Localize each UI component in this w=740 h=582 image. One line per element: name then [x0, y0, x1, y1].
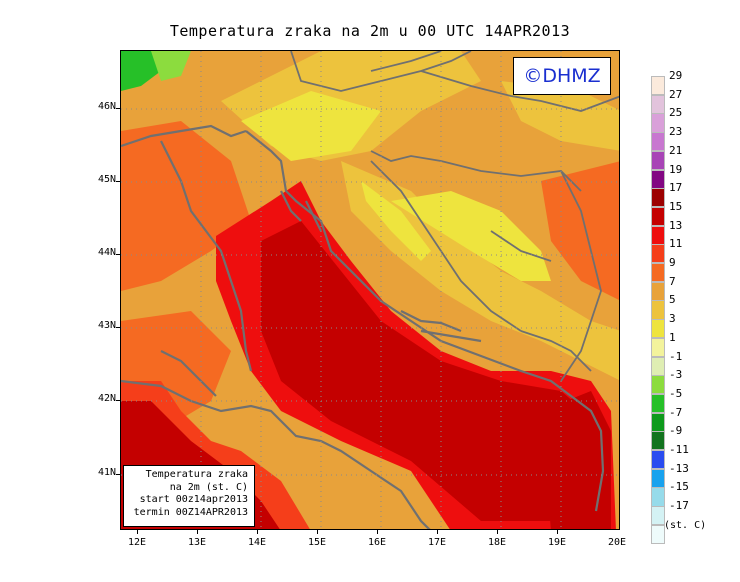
lon-label-19e: 19E [547, 537, 567, 548]
legend-swatch [651, 169, 665, 189]
lat-tick [116, 474, 120, 475]
legend-label: 29 [669, 69, 683, 82]
legend-swatch [651, 263, 665, 283]
lat-tick [116, 254, 120, 255]
legend-label: 17 [669, 181, 683, 195]
lat-label-44n: 44N [97, 247, 116, 258]
lat-label-42n: 42N [97, 393, 116, 404]
legend-swatch [651, 319, 665, 339]
legend-swatch [651, 506, 665, 526]
legend-label: 19 [669, 162, 683, 176]
lon-label-15e: 15E [307, 537, 327, 548]
lon-tick [437, 530, 438, 534]
legend-swatch [651, 393, 665, 414]
legend-label: 1 [669, 330, 676, 344]
info-line-2: na 2m (st. C) [169, 481, 248, 493]
lat-tick [116, 400, 120, 401]
lon-label-17e: 17E [427, 537, 447, 548]
lon-label-16e: 16E [367, 537, 387, 548]
lat-tick [116, 181, 120, 182]
legend-swatch [651, 188, 665, 208]
legend-label: 9 [669, 256, 676, 269]
legend-label: 13 [669, 218, 683, 232]
lon-tick [497, 530, 498, 534]
legend-label: -9 [669, 424, 683, 438]
lon-tick [557, 530, 558, 534]
legend-swatch [651, 76, 665, 96]
legend-swatch [651, 356, 665, 376]
legend-swatch [651, 431, 665, 451]
legend-swatch [651, 375, 665, 395]
temperature-map[interactable]: ©DHMZ Temperatura zraka na 2m (st. C) st… [120, 50, 620, 530]
legend-swatch [651, 281, 665, 301]
legend-swatch [651, 132, 665, 152]
legend-label: 27 [669, 87, 683, 101]
legend-label: 25 [669, 106, 683, 120]
lon-tick [257, 530, 258, 534]
legend-unit: (st. C) [664, 520, 707, 531]
lon-label-20e: 20E [607, 537, 627, 548]
legend-swatch [651, 450, 665, 470]
info-line-1: Temperatura zraka [145, 469, 248, 480]
lat-tick [116, 327, 120, 328]
legend-label: 21 [669, 143, 683, 157]
legend-label: 7 [669, 274, 676, 288]
legend-label: -13 [669, 461, 689, 475]
lat-label-45n: 45N [97, 174, 116, 185]
info-box: Temperatura zraka na 2m (st. C) start 00… [123, 465, 255, 527]
lon-label-14e: 14E [247, 537, 267, 548]
legend-swatch [651, 244, 665, 264]
info-line-4: termin 00Z14APR2013 [133, 506, 248, 518]
legend-swatch [651, 412, 665, 432]
legend-swatch [651, 94, 665, 114]
legend-label: 3 [669, 312, 676, 326]
legend-swatch [651, 150, 665, 170]
legend-label: 15 [669, 199, 683, 213]
dhmz-logo: ©DHMZ [513, 57, 611, 95]
legend-label: 23 [669, 125, 683, 139]
legend-swatch [651, 300, 665, 320]
legend-label: 5 [669, 293, 676, 307]
info-line-3: start 00z14apr2013 [139, 494, 248, 505]
lon-tick [377, 530, 378, 534]
lon-tick [197, 530, 198, 534]
legend-label: 11 [669, 237, 683, 251]
lon-tick [317, 530, 318, 534]
legend-label: -3 [669, 368, 683, 382]
map-field [121, 51, 619, 529]
legend-label: -1 [669, 349, 683, 363]
legend-swatch [651, 337, 665, 357]
lat-label-41n: 41N [97, 467, 116, 478]
legend-label: -5 [669, 386, 683, 400]
legend-label: -7 [669, 405, 683, 419]
lon-label-12e: 12E [127, 537, 147, 548]
lon-label-18e: 18E [487, 537, 507, 548]
legend-swatch [651, 487, 665, 507]
legend-swatch [651, 113, 665, 133]
lon-label-13e: 13E [187, 537, 207, 548]
legend-label: -11 [669, 443, 689, 456]
lon-tick [137, 530, 138, 534]
legend-swatch [651, 468, 665, 488]
lat-label-43n: 43N [97, 320, 116, 331]
lat-label-46n: 46N [97, 101, 116, 112]
legend-swatch [651, 225, 665, 245]
legend-label: -15 [669, 480, 689, 494]
legend-label: -17 [669, 499, 689, 513]
legend-swatch [651, 524, 665, 544]
lat-tick [116, 108, 120, 109]
legend-swatch [651, 206, 665, 227]
map-title: Temperatura zraka na 2m u 00 UTC 14APR20… [169, 22, 571, 40]
